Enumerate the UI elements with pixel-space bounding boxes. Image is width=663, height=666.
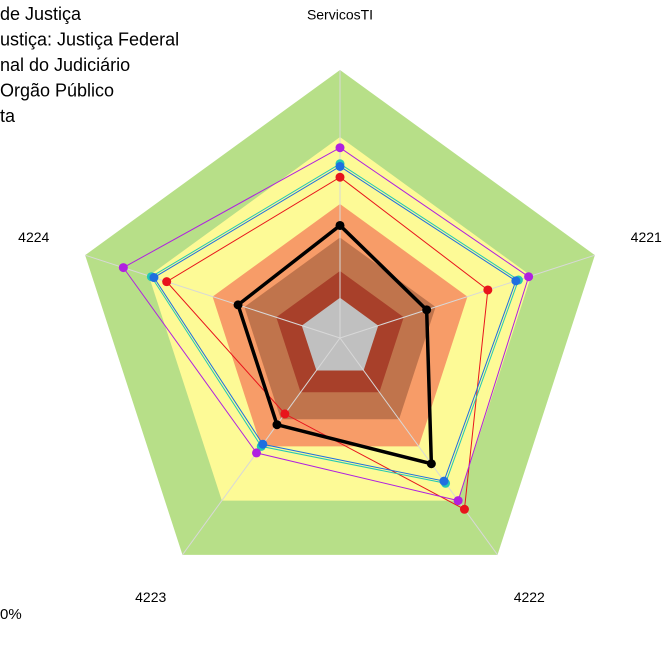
spoke (339, 337, 498, 556)
series-line (122, 147, 530, 502)
point (511, 276, 521, 286)
point (272, 420, 282, 430)
legend-label: Orgão Público (0, 80, 114, 100)
legend-label: ta (0, 106, 16, 126)
point (118, 263, 128, 273)
annotation: 0% (0, 606, 22, 623)
series-line (153, 165, 517, 482)
point (524, 272, 534, 282)
axis-label: ServicosTI (307, 7, 373, 23)
series-line (236, 223, 434, 467)
point (162, 277, 172, 287)
point (453, 496, 463, 506)
axis-label: 4221 (631, 229, 662, 245)
point (335, 161, 345, 171)
legend-label: nal do Judiciário (0, 55, 130, 75)
legend-label: de Justiça (0, 4, 82, 24)
point (280, 409, 290, 419)
series-line (150, 163, 520, 484)
axis-label: 4222 (514, 589, 545, 605)
point (459, 504, 469, 514)
point (252, 448, 262, 458)
series-line (165, 176, 489, 511)
point (258, 439, 268, 449)
point (335, 172, 345, 182)
point (335, 143, 345, 153)
spoke (339, 254, 596, 339)
point (422, 305, 432, 315)
point (426, 459, 436, 469)
point (335, 220, 345, 230)
point (233, 300, 243, 310)
point (439, 476, 449, 486)
point (149, 273, 159, 283)
legend-label: ustiça: Justiça Federal (0, 29, 179, 49)
point (483, 285, 493, 295)
axis-label: 4223 (135, 589, 166, 605)
axis-label: 4224 (18, 229, 49, 245)
